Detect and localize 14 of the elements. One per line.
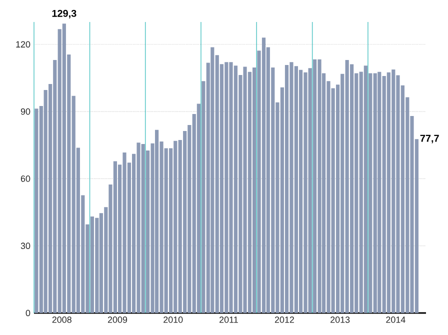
y-tick-label: 120: [16, 41, 30, 48]
x-tick-label: 2008: [52, 316, 72, 323]
y-tick-label: 0: [26, 310, 30, 316]
y-tick-label: 30: [20, 242, 30, 250]
x-tick-label: 2013: [330, 316, 350, 323]
x-tick-label: 2009: [108, 316, 128, 323]
annotation: 129,3: [52, 10, 76, 18]
x-tick-label: 2012: [274, 316, 294, 323]
annotation: 77,7: [420, 134, 439, 144]
x-tick-label: 2010: [164, 316, 183, 323]
x-tick-label: 2014: [386, 316, 406, 323]
y-tick-label: 90: [20, 108, 30, 115]
x-tick-label: 2011: [220, 316, 238, 323]
y-tick-label: 60: [20, 176, 30, 182]
